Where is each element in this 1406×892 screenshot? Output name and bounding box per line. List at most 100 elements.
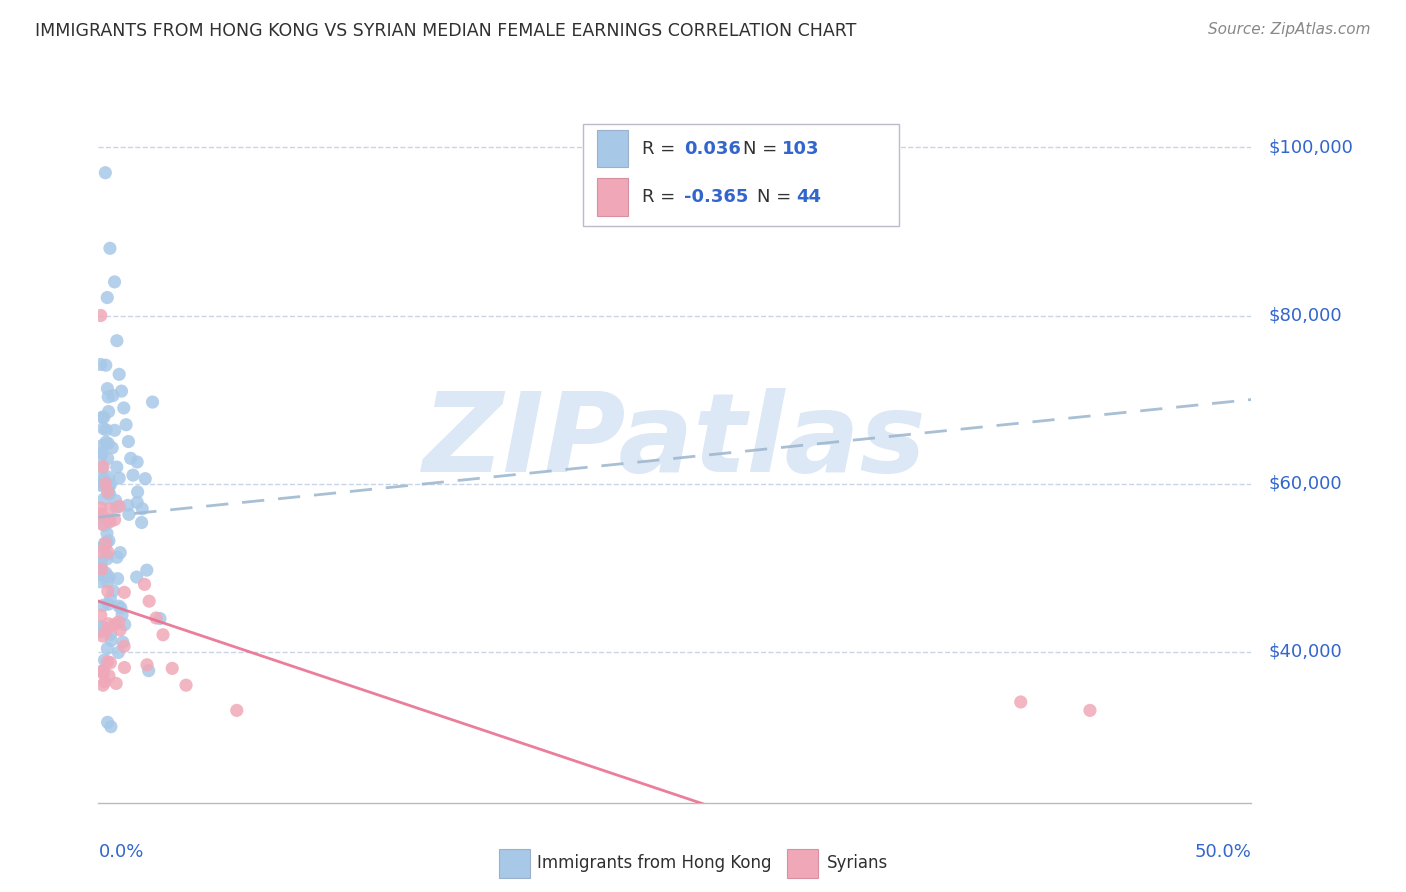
Point [91, 666, 114, 681]
Point [97, 584, 120, 599]
Point [107, 572, 129, 586]
Point [108, 599, 131, 614]
Point [1010, 695, 1032, 709]
Point [125, 570, 148, 584]
Point [91, 446, 114, 460]
Point [94, 566, 117, 581]
Point [96, 423, 118, 437]
Point [93, 675, 115, 690]
Point [90, 664, 112, 678]
Point [91, 620, 114, 634]
Text: $40,000: $40,000 [1268, 642, 1343, 661]
Text: $100,000: $100,000 [1268, 138, 1354, 156]
Point [112, 401, 135, 415]
Text: 44: 44 [796, 188, 821, 206]
Point [98, 515, 121, 529]
Point [107, 645, 129, 659]
Point [110, 601, 132, 615]
Text: 50.0%: 50.0% [1195, 843, 1251, 861]
Point [111, 635, 134, 649]
Point [94, 435, 117, 450]
Point [90, 562, 112, 576]
Point [97, 486, 120, 500]
Point [97, 390, 120, 404]
Point [93, 421, 115, 435]
Point [104, 513, 127, 527]
Point [91, 517, 114, 532]
Point [98, 241, 121, 255]
Point [91, 439, 114, 453]
Point [100, 656, 122, 670]
Point [93, 492, 115, 507]
Point [97, 470, 120, 484]
Point [90, 478, 112, 492]
Point [90, 555, 112, 569]
Point [145, 611, 167, 625]
Point [149, 611, 172, 625]
Text: Immigrants from Hong Kong: Immigrants from Hong Kong [537, 855, 772, 872]
Text: R =: R = [641, 140, 681, 158]
Point [93, 621, 115, 635]
Point [91, 599, 114, 613]
Point [105, 676, 128, 690]
Point [98, 487, 121, 501]
Point [98, 592, 121, 607]
Point [90, 545, 112, 559]
Point [97, 597, 120, 611]
Point [97, 485, 120, 500]
Point [138, 664, 160, 678]
Point [91, 410, 114, 425]
Point [114, 660, 136, 674]
Point [91, 478, 114, 492]
Point [98, 513, 121, 527]
Point [96, 641, 118, 656]
Point [138, 594, 160, 608]
Point [97, 436, 120, 450]
Point [97, 715, 120, 730]
Point [96, 535, 118, 549]
Point [1078, 703, 1101, 717]
Point [114, 617, 136, 632]
Point [131, 501, 153, 516]
Point [111, 607, 134, 622]
Point [90, 562, 112, 576]
Point [93, 410, 115, 425]
Text: ZIPatlas: ZIPatlas [423, 388, 927, 495]
Point [96, 526, 118, 541]
Point [134, 472, 156, 486]
Point [91, 678, 114, 692]
Text: $60,000: $60,000 [1268, 475, 1343, 492]
Point [91, 510, 114, 524]
Point [90, 624, 112, 638]
Point [105, 500, 128, 515]
Point [108, 368, 131, 382]
Point [103, 275, 125, 289]
Point [97, 404, 120, 418]
Point [96, 291, 118, 305]
Point [98, 570, 121, 584]
Text: 0.0%: 0.0% [98, 843, 143, 861]
Point [96, 574, 118, 589]
Point [94, 476, 117, 491]
Point [97, 451, 120, 466]
Point [90, 500, 112, 515]
Point [93, 536, 115, 550]
Point [105, 550, 128, 565]
Point [160, 661, 183, 675]
Point [91, 629, 114, 643]
Point [118, 508, 141, 522]
Text: 0.036: 0.036 [683, 140, 741, 158]
Point [96, 624, 118, 638]
Point [90, 558, 112, 572]
Point [93, 653, 115, 667]
Point [93, 664, 115, 678]
Point [93, 472, 115, 486]
Point [100, 720, 122, 734]
Point [108, 500, 131, 514]
Point [90, 507, 112, 521]
Point [101, 389, 124, 403]
Point [97, 533, 120, 548]
Text: $80,000: $80,000 [1268, 307, 1343, 325]
Point [97, 545, 120, 559]
Point [105, 334, 128, 348]
